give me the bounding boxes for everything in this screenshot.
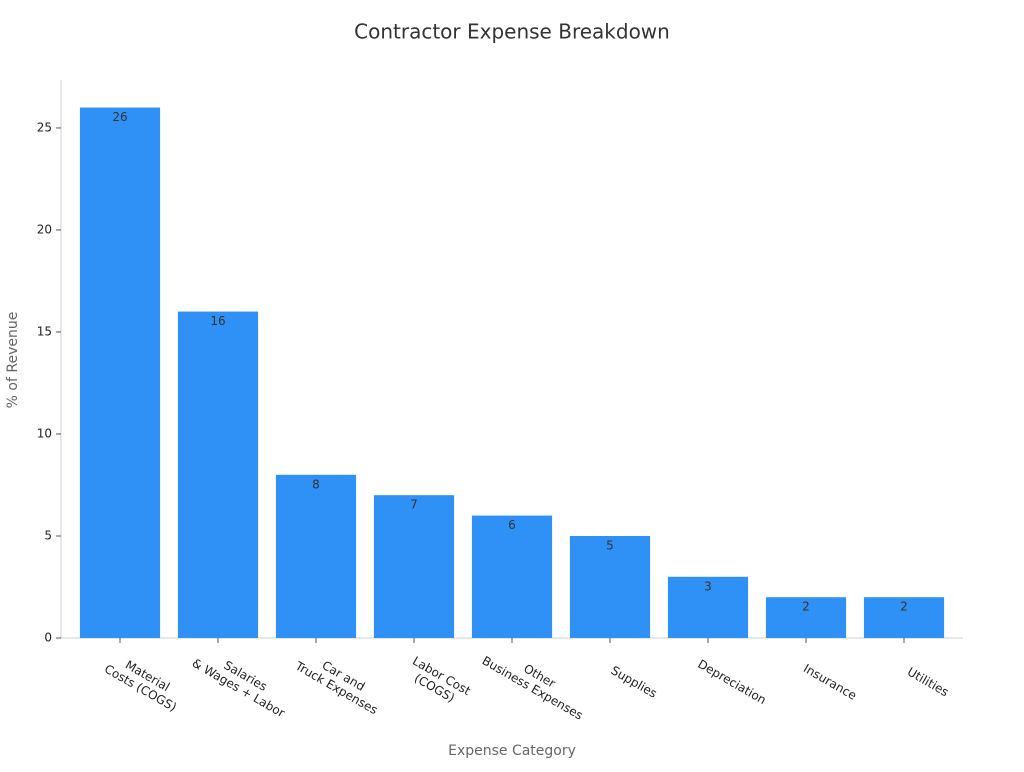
value-label: 8 — [312, 477, 320, 491]
bar — [569, 535, 651, 638]
chart-title: Contractor Expense Breakdown — [354, 20, 670, 44]
x-tick-label: MaterialCosts (COGS) — [102, 649, 186, 714]
y-tick-label: 10 — [37, 426, 52, 440]
x-axis-label: Expense Category — [448, 743, 576, 759]
value-label: 2 — [802, 600, 810, 614]
x-tick-label: Labor Cost(COGS) — [403, 653, 473, 710]
x-tick-label: Depreciation — [696, 656, 769, 706]
x-tick-label: Utilities — [905, 664, 951, 699]
y-tick-label: 5 — [44, 528, 52, 542]
value-label: 5 — [606, 538, 614, 552]
x-tick-label: Supplies — [609, 663, 660, 701]
value-label: 7 — [410, 498, 418, 512]
bar — [863, 597, 945, 638]
x-tick-label: OtherBusiness Expenses — [480, 641, 593, 722]
value-label: 2 — [900, 600, 908, 614]
bar — [373, 495, 455, 638]
bar — [79, 107, 161, 638]
y-axis-label: % of Revenue — [5, 312, 21, 409]
value-label: 26 — [112, 110, 127, 124]
bar — [667, 576, 749, 638]
bar — [177, 311, 259, 638]
y-tick-label: 15 — [37, 324, 52, 338]
value-label: 3 — [704, 579, 712, 593]
y-tick-label: 25 — [37, 120, 52, 134]
value-label: 16 — [210, 314, 225, 328]
bar — [765, 597, 847, 638]
bar — [275, 474, 357, 638]
value-label: 6 — [508, 518, 516, 532]
x-tick-label: Insurance — [801, 661, 859, 703]
y-tick-label: 0 — [44, 631, 52, 645]
x-tick-label: Car andTruck Expenses — [292, 646, 387, 717]
bar — [471, 515, 553, 638]
y-tick-label: 20 — [37, 222, 52, 236]
x-tick-label: Salaries& Wages + Labor — [190, 643, 295, 720]
